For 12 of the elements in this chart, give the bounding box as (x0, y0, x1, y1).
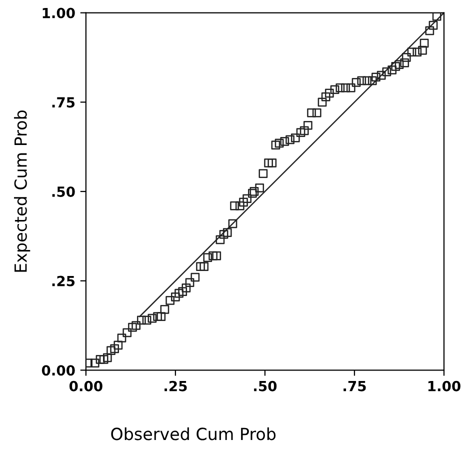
y-tick-label: .75 (52, 97, 75, 108)
x-tick-label: .50 (254, 380, 277, 392)
x-tick-label: 1.00 (428, 380, 460, 392)
x-tick-label: .75 (344, 381, 366, 392)
y-tick-label: 0.00 (42, 365, 75, 376)
y-tick-label: .25 (52, 276, 75, 286)
x-tick-label: 0.00 (69, 380, 102, 392)
y-axis-title: Expected Cum Prob (14, 110, 30, 272)
y-tick-label: 1.00 (42, 8, 75, 18)
x-tick-label: .25 (164, 380, 187, 392)
x-axis-title: Observed Cum Prob (111, 427, 276, 440)
y-tick-label: .50 (52, 186, 75, 197)
